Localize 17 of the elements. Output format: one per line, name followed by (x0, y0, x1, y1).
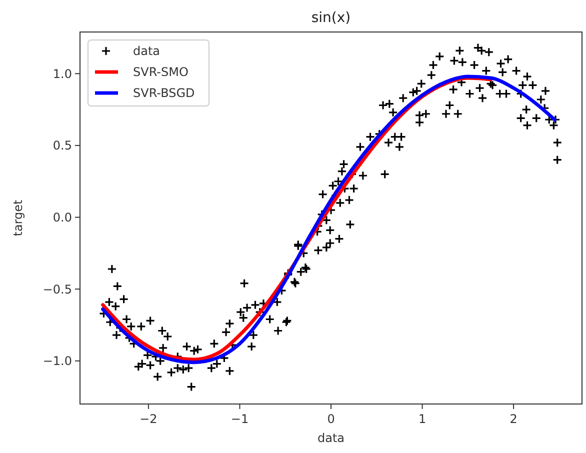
x-tick-label: 2 (510, 412, 518, 426)
legend-label: SVR-BSGD (133, 86, 195, 100)
x-axis-title: data (317, 431, 345, 445)
y-tick-label: 0.0 (52, 210, 72, 224)
y-tick-label: −1.0 (42, 354, 72, 368)
y-tick-label: −0.5 (42, 282, 72, 296)
x-tick-label: −1 (230, 412, 249, 426)
x-tick-label: −2 (140, 412, 158, 426)
y-axis-title: target (11, 199, 25, 236)
line-series (101, 74, 556, 364)
legend-label: SVR-SMO (133, 65, 188, 80)
x-tick-label: 0 (327, 412, 335, 426)
y-tick-label: 0.5 (52, 138, 72, 153)
legend-label: data (133, 44, 160, 58)
y-tick-label: 1.0 (52, 66, 72, 81)
chart-title: sin(x) (311, 10, 351, 26)
x-tick-label: 1 (418, 412, 426, 426)
